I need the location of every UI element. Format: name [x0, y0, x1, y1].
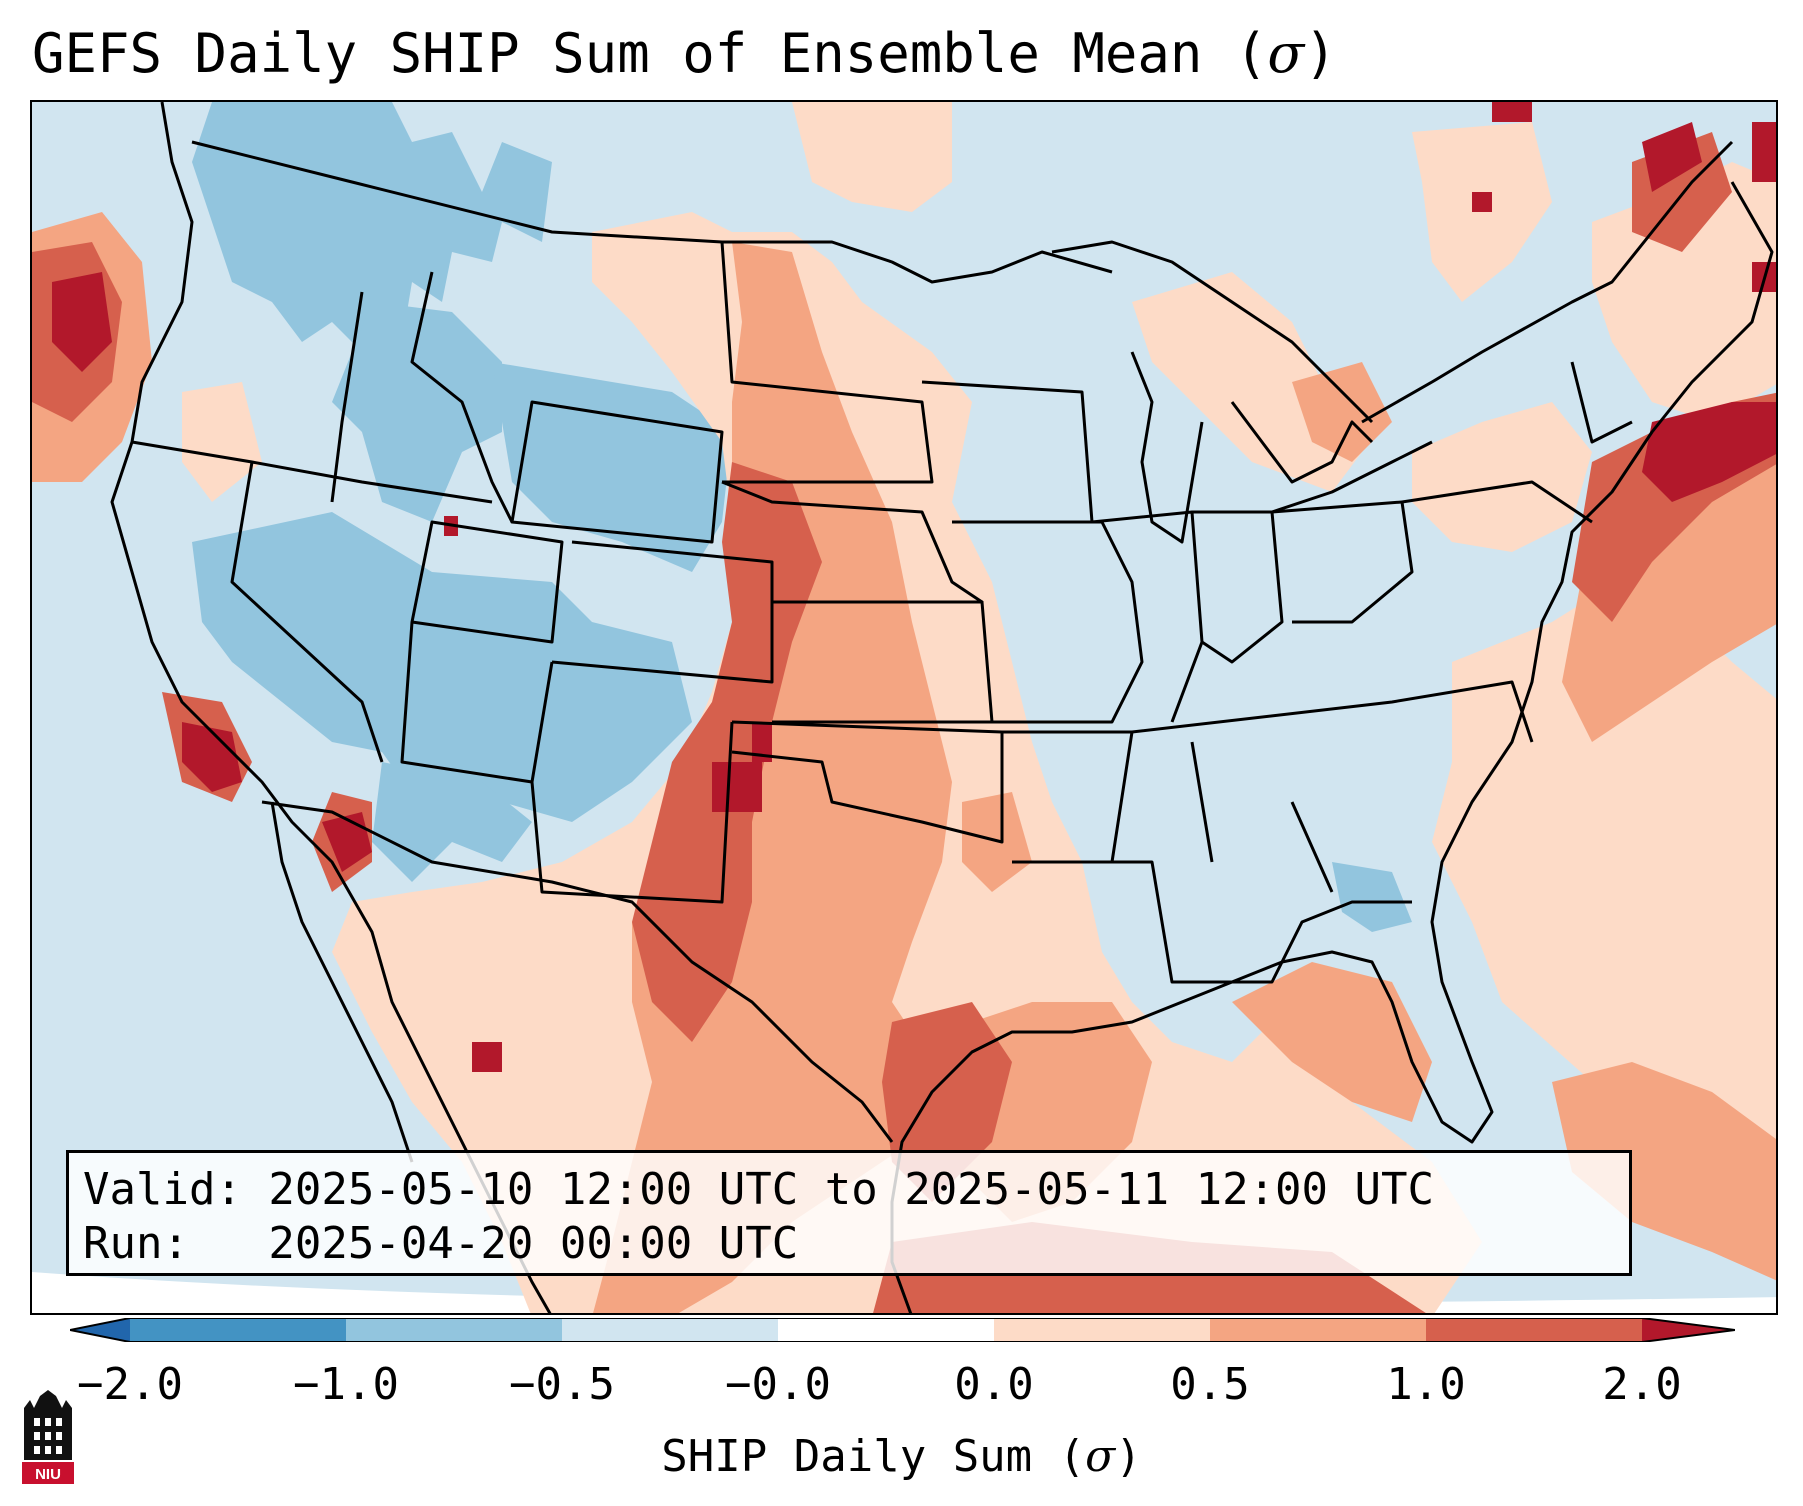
- state-line-tn-nc: [1131, 680, 1534, 743]
- moderate-positive-plains-corridor: [593, 242, 952, 1313]
- colorbar-tick-label: 2.0: [1602, 1359, 1682, 1410]
- logo-text: NIU: [35, 1466, 61, 1483]
- weak-positive-northeast: [1412, 402, 1592, 552]
- boundary-lines: [110, 102, 1774, 1313]
- state-line-utah-box: [410, 520, 564, 644]
- state-line-nv: [230, 461, 384, 763]
- state-line-new-mexico: [530, 721, 734, 904]
- extreme-spot-ontario: [1472, 192, 1492, 212]
- negative-region-idaho: [332, 302, 502, 522]
- state-line-or-ca: [131, 440, 493, 504]
- colorbar: [70, 1318, 1735, 1342]
- colorbar-segment: [346, 1318, 562, 1342]
- colorbar-tick-label: −0.0: [725, 1359, 831, 1410]
- colorbar-segment: [1426, 1318, 1642, 1342]
- strong-positive-high-plains: [632, 462, 822, 1042]
- pacific-coastline: [110, 102, 552, 1313]
- weak-positive-oregon-coast: [182, 382, 262, 502]
- colorbar-extend-left: [70, 1318, 130, 1342]
- negative-region-georgia: [1332, 862, 1412, 932]
- colorbar-segment: [1210, 1318, 1426, 1342]
- state-line-id-mt: [410, 271, 514, 523]
- colorbar-tick-label: 1.0: [1386, 1359, 1466, 1410]
- colorbar-segment: [562, 1318, 778, 1342]
- valid-run-info-box: Valid: 2025-05-10 12:00 UTC to 2025-05-1…: [66, 1150, 1632, 1276]
- colorbar-segment: [994, 1318, 1210, 1342]
- extreme-spot-quebec: [1642, 122, 1702, 192]
- lake-huron-shore: [1230, 401, 1374, 484]
- colorbar-label-prefix: SHIP Daily Sum (: [661, 1431, 1086, 1482]
- run-time-text: Run: 2025-04-20 00:00 UTC: [83, 1218, 799, 1269]
- canada-us-border-west: [191, 140, 1113, 284]
- colorbar-tick-label: −1.0: [293, 1359, 399, 1410]
- colorbar-extend-right: [1642, 1318, 1735, 1342]
- lake-superior-shore: [1051, 240, 1374, 424]
- lake-erie-shore: [1271, 440, 1433, 514]
- extreme-spot-pacific: [52, 272, 112, 372]
- state-line-ny: [1401, 480, 1593, 524]
- extreme-spot-panhandle-north: [752, 722, 772, 762]
- map-title-close: ): [1304, 22, 1337, 85]
- map-title: GEFS Daily SHIP Sum of Ensemble Mean (σ): [32, 22, 1337, 86]
- map-title-text: GEFS Daily SHIP Sum of Ensemble Mean (: [32, 22, 1268, 85]
- baja-coastline: [270, 801, 414, 1163]
- extreme-spot-texas-panhandle: [712, 762, 762, 812]
- niu-castle-logo-icon: NIU: [22, 1390, 74, 1484]
- valid-time-text: Valid: 2025-05-10 12:00 UTC to 2025-05-1…: [83, 1164, 1435, 1215]
- state-line-deep-south: [1112, 860, 1412, 984]
- state-line-colorado: [551, 540, 774, 684]
- state-line-indiana-ohio: [1192, 510, 1284, 664]
- colorbar-tick-label: 0.0: [954, 1359, 1034, 1410]
- lake-michigan-shore: [1130, 351, 1204, 544]
- extreme-spot-baja: [472, 1042, 502, 1072]
- extreme-spot-cape-cod: [1642, 402, 1776, 502]
- colorbar-label: SHIP Daily Sum (σ): [0, 1430, 1803, 1484]
- weak-positive-manitoba: [792, 102, 952, 212]
- extreme-spot-hudson: [1492, 102, 1532, 122]
- colorbar-segment: [778, 1318, 994, 1342]
- colorbar-label-sigma: σ: [1085, 1431, 1116, 1482]
- extreme-spot-socal: [182, 722, 242, 792]
- state-line-missouri: [952, 520, 1144, 724]
- moderate-positive-gulf-east: [1232, 962, 1432, 1122]
- state-line-or-id: [330, 291, 364, 503]
- colorbar-segment: [130, 1318, 346, 1342]
- state-line-wyoming: [510, 400, 724, 544]
- map-panel: [30, 100, 1778, 1315]
- state-line-new-england: [1570, 361, 1633, 444]
- moderate-positive-caribbean: [1552, 1062, 1776, 1281]
- extreme-spot-labrador: [1752, 122, 1776, 182]
- colorbar-tick-label: −2.0: [77, 1359, 183, 1410]
- negative-region-great-basin: [192, 512, 692, 822]
- mexico-us-border: [261, 800, 894, 1143]
- colorbar-tick-label: −0.5: [509, 1359, 615, 1410]
- map-canvas: [32, 102, 1776, 1313]
- logo-windows: [34, 1418, 62, 1454]
- state-line-ohio-pa: [1271, 500, 1414, 624]
- state-line-kansas: [772, 600, 994, 724]
- logo-red-banner: [22, 1462, 74, 1484]
- state-line-arizona-box: [400, 621, 554, 784]
- colorbar-tick-label: 0.5: [1170, 1359, 1250, 1410]
- canada-us-border-east: [1361, 140, 1734, 424]
- weak-positive-great-lakes: [1132, 272, 1362, 492]
- state-line-dakotas: [720, 241, 934, 484]
- negative-region-wyoming: [492, 362, 732, 572]
- state-line-arkansas: [1002, 730, 1134, 864]
- map-title-sigma: σ: [1267, 22, 1305, 85]
- colorbar-label-suffix: ): [1115, 1431, 1142, 1482]
- state-line-illinois: [1091, 510, 1204, 723]
- state-line-al-ga: [1190, 741, 1334, 893]
